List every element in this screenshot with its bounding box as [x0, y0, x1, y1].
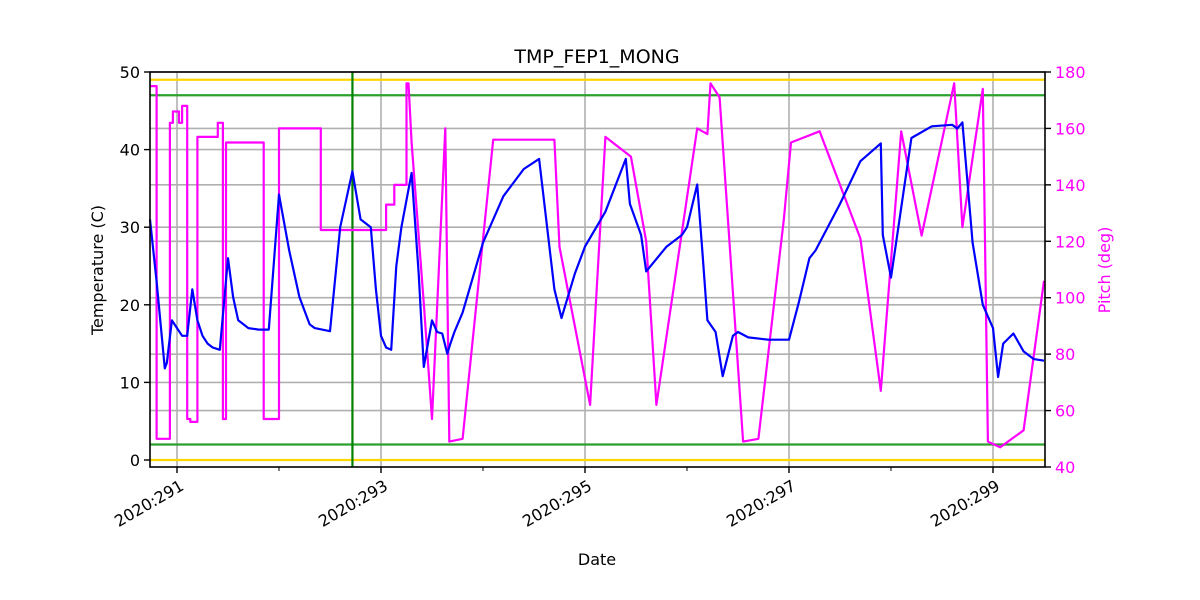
- y-tick-label: 0: [130, 451, 140, 470]
- temperature-series: [148, 121, 1045, 379]
- reference-lines: [150, 78, 1045, 462]
- y2-tick-label: 120: [1055, 232, 1086, 251]
- y2-tick-label: 40: [1055, 458, 1075, 477]
- plot-frame: [149, 71, 1046, 468]
- y-tick-label: 30: [120, 218, 140, 237]
- y-axis-right-ticks: 40 60 80 100 120 140 160 180: [1045, 63, 1086, 477]
- pitch-line: [150, 82, 1046, 449]
- y-tick-label: 50: [120, 63, 140, 82]
- pitch-series: [150, 82, 1046, 449]
- y-axis-left-ticks: 0 10 20 30 40 50: [120, 63, 150, 470]
- chart-title: TMP_FEP1_MONG: [513, 46, 679, 68]
- y-tick-label: 10: [120, 373, 140, 392]
- y-tick-label: 40: [120, 141, 140, 160]
- y2-tick-label: 180: [1055, 63, 1086, 82]
- y-tick-label: 20: [120, 296, 140, 315]
- y2-tick-label: 80: [1055, 345, 1075, 364]
- y2-axis-label: Pitch (deg): [1095, 227, 1114, 314]
- y-axis-label: Temperature (C): [88, 205, 107, 336]
- y2-tick-label: 160: [1055, 119, 1086, 138]
- x-axis-label: Date: [578, 550, 616, 569]
- y2-tick-label: 100: [1055, 289, 1086, 308]
- y2-tick-label: 140: [1055, 176, 1086, 195]
- y2-tick-label: 60: [1055, 402, 1075, 421]
- temperature-line: [148, 121, 1045, 379]
